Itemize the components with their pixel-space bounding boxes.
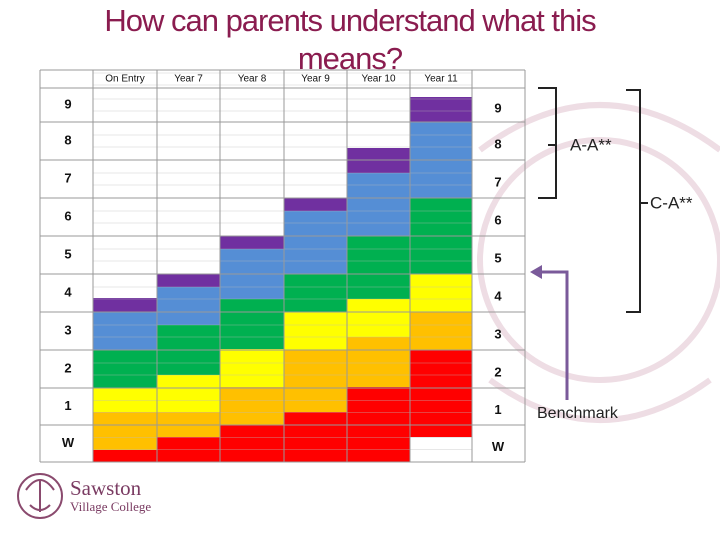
grade-band	[93, 388, 157, 412]
grade-band	[220, 349, 284, 387]
grade-band	[93, 350, 157, 388]
logo-crest	[17, 473, 63, 519]
column-header: Year 7	[174, 74, 203, 85]
column-header: Year 8	[238, 74, 267, 85]
grade-band	[220, 299, 284, 349]
grade-band	[93, 312, 157, 350]
grade-label: 7	[64, 170, 71, 185]
grade-label: 1	[64, 398, 71, 413]
grade-band	[284, 312, 347, 350]
grade-band	[284, 350, 347, 412]
grade-label: 2	[64, 360, 71, 375]
grade-band	[347, 173, 410, 236]
grade-label: W	[492, 439, 505, 454]
grade-label: 6	[494, 212, 501, 227]
bracket-upper	[538, 87, 557, 199]
grade-table: On Entry Year 7 Year 8 Year 9 Year 10 Year 11…	[39, 69, 526, 463]
column-header: Year 11	[424, 74, 458, 85]
bracket-lower	[626, 89, 648, 313]
grade-band	[284, 211, 347, 274]
grade-band	[284, 198, 347, 211]
background-crest	[477, 102, 720, 423]
grade-label: 8	[64, 132, 71, 147]
grade-label: W	[62, 435, 75, 450]
slide-title: How can parents understand what this mea…	[104, 3, 596, 76]
grade-band	[410, 97, 472, 122]
benchmark-arrow	[530, 265, 569, 400]
grade-label: 6	[64, 208, 71, 223]
grade-band	[93, 450, 157, 462]
grade-label: 3	[494, 326, 501, 341]
benchmark-label: Benchmark	[537, 405, 619, 422]
grade-band	[347, 337, 410, 387]
grade-label: 1	[494, 402, 501, 417]
grade-band	[284, 274, 347, 312]
grade-band	[157, 274, 220, 287]
column-header: On Entry	[105, 74, 144, 85]
grade-label: 8	[494, 136, 501, 151]
grade-label: 3	[64, 322, 71, 337]
grade-band	[347, 236, 410, 299]
logo-name: Sawston	[70, 476, 142, 500]
grade-band	[93, 298, 157, 312]
grade-band	[220, 425, 284, 462]
grade-label: 5	[64, 246, 71, 261]
grade-label: 4	[64, 284, 72, 299]
grade-label: 7	[494, 174, 501, 189]
grade-label: 9	[494, 100, 501, 115]
column-header: Year 10	[361, 74, 396, 85]
grade-band	[157, 375, 220, 412]
grade-band	[220, 387, 284, 425]
logo-subtitle: Village College	[70, 499, 151, 514]
grade-band	[410, 274, 472, 312]
grade-band	[410, 312, 472, 350]
grade-band	[284, 412, 347, 462]
grade-band	[93, 412, 157, 450]
grade-band	[347, 299, 410, 337]
grade-band	[220, 236, 284, 249]
grade-band	[157, 287, 220, 325]
grade-label: 9	[64, 96, 71, 111]
grade-band	[410, 350, 472, 437]
grade-label: 2	[494, 364, 501, 379]
grade-label: 4	[494, 288, 502, 303]
grade-label: 5	[494, 250, 501, 265]
column-header: Year 9	[301, 74, 330, 85]
bracket-label: A-A**	[570, 135, 612, 154]
bracket-label: C-A**	[650, 193, 693, 212]
